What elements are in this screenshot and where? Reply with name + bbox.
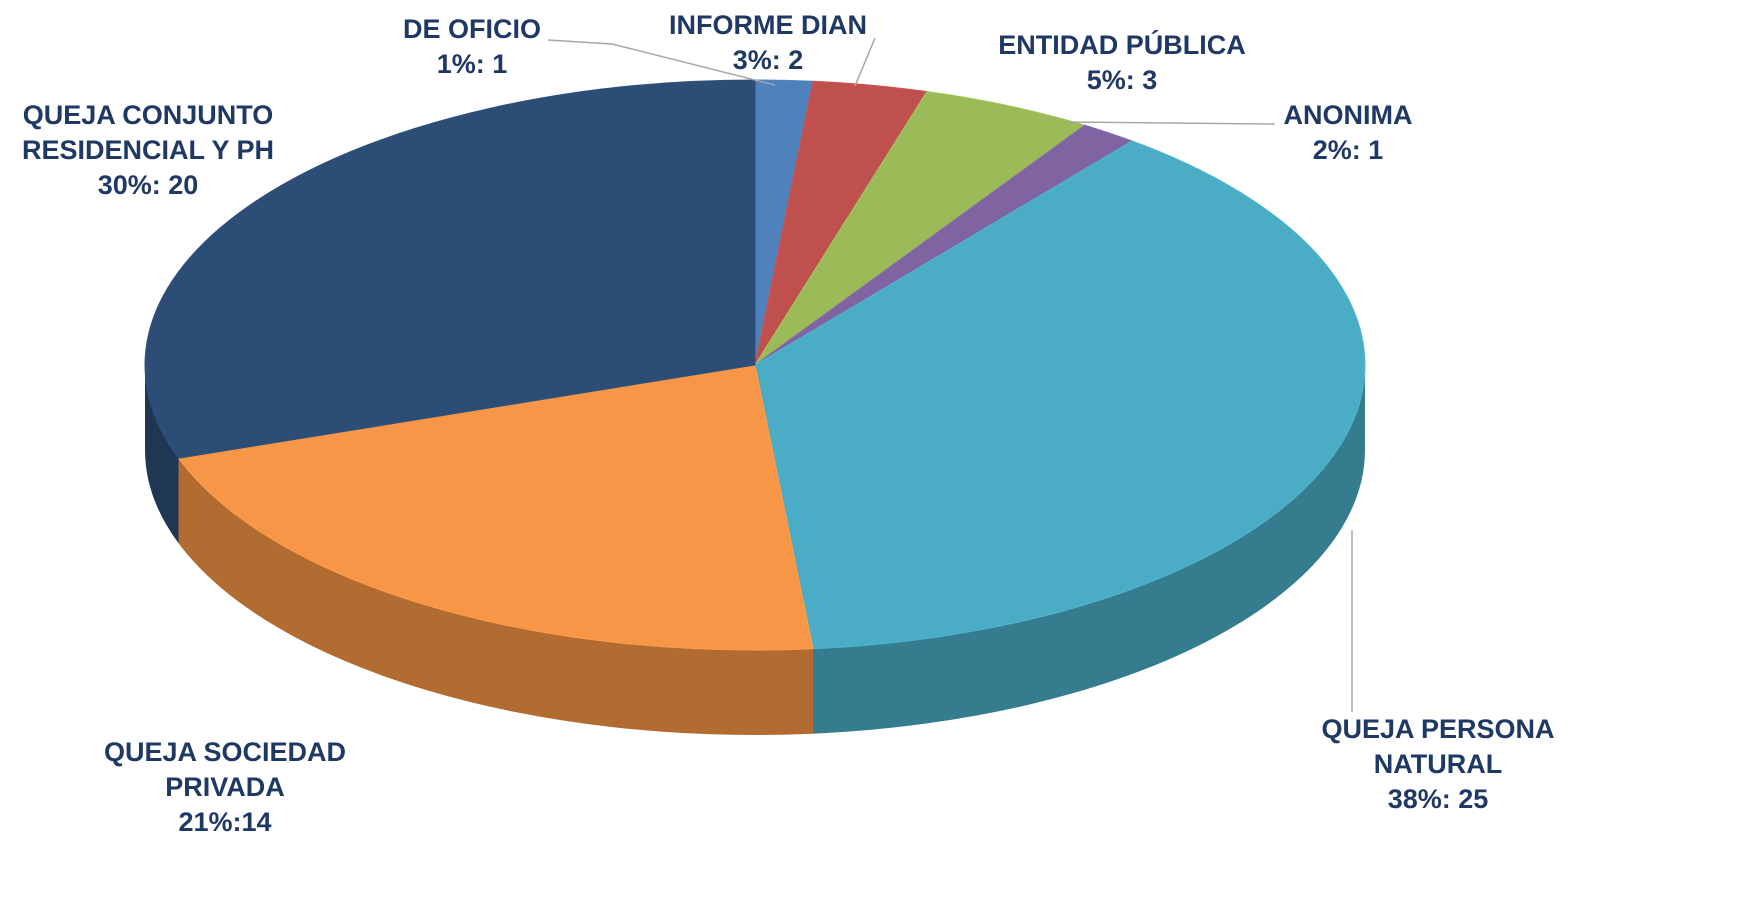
data-label: INFORME DIAN 3%: 2 <box>648 8 888 78</box>
pie-slice <box>144 79 756 459</box>
data-label: QUEJA SOCIEDAD PRIVADA 21%:14 <box>80 735 370 840</box>
leader-line <box>547 39 776 86</box>
value-label: 21%:14 <box>178 807 272 837</box>
category-label: QUEJA SOCIEDAD PRIVADA <box>103 737 347 802</box>
value-label: 1%: 1 <box>436 49 508 79</box>
category-label: QUEJA CONJUNTO RESIDENCIAL Y PH <box>21 100 275 165</box>
value-label: 3%: 2 <box>732 45 804 75</box>
category-label: INFORME DIAN <box>669 10 867 40</box>
data-label: QUEJA PERSONA NATURAL 38%: 25 <box>1308 712 1568 817</box>
data-label: ENTIDAD PÚBLICA 5%: 3 <box>972 28 1272 98</box>
category-label: ANONIMA <box>1283 100 1413 130</box>
data-label: QUEJA CONJUNTO RESIDENCIAL Y PH 30%: 20 <box>0 98 298 203</box>
value-label: 5%: 3 <box>1086 65 1158 95</box>
value-label: 30%: 20 <box>97 170 199 200</box>
category-label: QUEJA PERSONA NATURAL <box>1321 714 1555 779</box>
leader-lines <box>547 37 1353 712</box>
leader-line <box>1067 121 1276 125</box>
pie-slice <box>754 140 1366 650</box>
leader-line <box>854 37 876 87</box>
value-label: 38%: 25 <box>1387 784 1489 814</box>
category-label: ENTIDAD PÚBLICA <box>998 30 1246 60</box>
pie-slice <box>754 91 1086 366</box>
pie-slice <box>177 364 814 651</box>
data-label: DE OFICIO 1%: 1 <box>372 12 572 82</box>
data-label: ANONIMA 2%: 1 <box>1258 98 1438 168</box>
pie-slice-side <box>178 458 813 735</box>
pie-slice-side <box>812 365 1365 734</box>
value-label: 2%: 1 <box>1312 135 1384 165</box>
category-label: DE OFICIO <box>402 14 541 44</box>
pie-slice-side <box>145 365 179 544</box>
